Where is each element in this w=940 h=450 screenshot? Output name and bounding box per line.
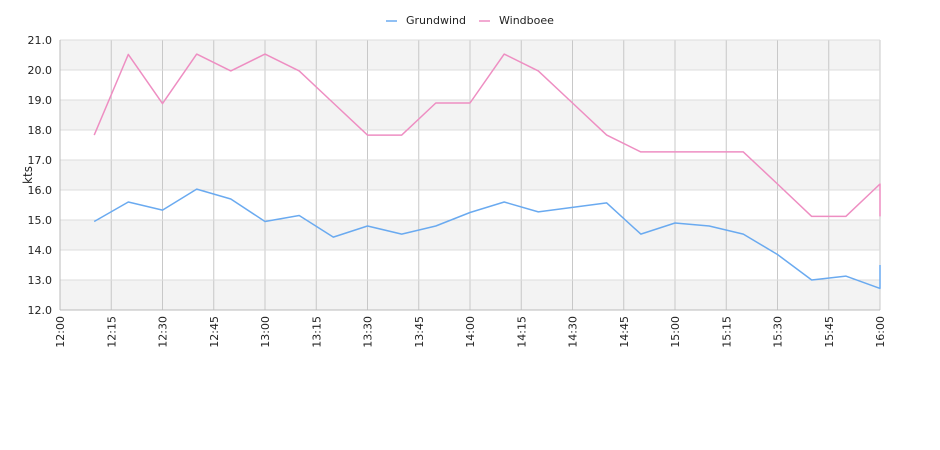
x-tick-label: 13:30 bbox=[362, 316, 375, 348]
x-tick-label: 14:45 bbox=[618, 316, 631, 348]
x-tick-label: 14:15 bbox=[515, 316, 528, 348]
y-tick-label: 20.0 bbox=[28, 64, 53, 77]
x-tick-label: 15:30 bbox=[772, 316, 785, 348]
x-tick-label: 13:45 bbox=[413, 316, 426, 348]
y-axis-label: kts bbox=[21, 166, 35, 184]
y-tick-label: 14.0 bbox=[28, 244, 53, 257]
y-tick-label: 17.0 bbox=[28, 154, 53, 167]
y-tick-label: 18.0 bbox=[28, 124, 53, 137]
x-tick-label: 16:00 bbox=[874, 316, 887, 348]
x-tick-label: 14:00 bbox=[464, 316, 477, 348]
x-tick-labels: 12:00 12:15 12:30 12:45 13:00 13:15 13:30 13:45… bbox=[54, 316, 887, 348]
x-tick-label: 15:45 bbox=[823, 316, 836, 348]
y-tick-label: 21.0 bbox=[28, 34, 53, 47]
series-line bbox=[93, 53, 881, 218]
y-tick-label: 16.0 bbox=[28, 184, 53, 197]
legend-entry: Windboee bbox=[499, 14, 554, 27]
x-tick-label: 12:00 bbox=[54, 316, 67, 348]
axes bbox=[59, 40, 880, 311]
y-tick-label: 13.0 bbox=[28, 274, 53, 287]
legend: Grundwind Windboee bbox=[386, 14, 554, 27]
x-tick-label: 15:15 bbox=[720, 316, 733, 348]
x-tick-label: 14:30 bbox=[567, 316, 580, 348]
vertical-gridlines bbox=[59, 40, 881, 310]
x-tick-label: 15:00 bbox=[669, 316, 682, 348]
legend-entry: Grundwind bbox=[406, 14, 466, 27]
y-tick-label: 12.0 bbox=[28, 304, 53, 317]
y-tick-label: 19.0 bbox=[28, 94, 53, 107]
y-tick-labels: 12.0 13.0 14.0 15.0 16.0 17.0 18.0 19.0 20.0 21.0 bbox=[28, 34, 53, 317]
x-tick-label: 13:00 bbox=[259, 316, 272, 348]
x-tick-label: 13:15 bbox=[310, 316, 323, 348]
series-lines bbox=[93, 53, 881, 290]
x-tick-label: 12:30 bbox=[157, 316, 170, 348]
x-tick-label: 12:15 bbox=[105, 316, 118, 348]
x-tick-label: 12:45 bbox=[208, 316, 221, 348]
series-line bbox=[93, 188, 881, 290]
y-tick-label: 15.0 bbox=[28, 214, 53, 227]
